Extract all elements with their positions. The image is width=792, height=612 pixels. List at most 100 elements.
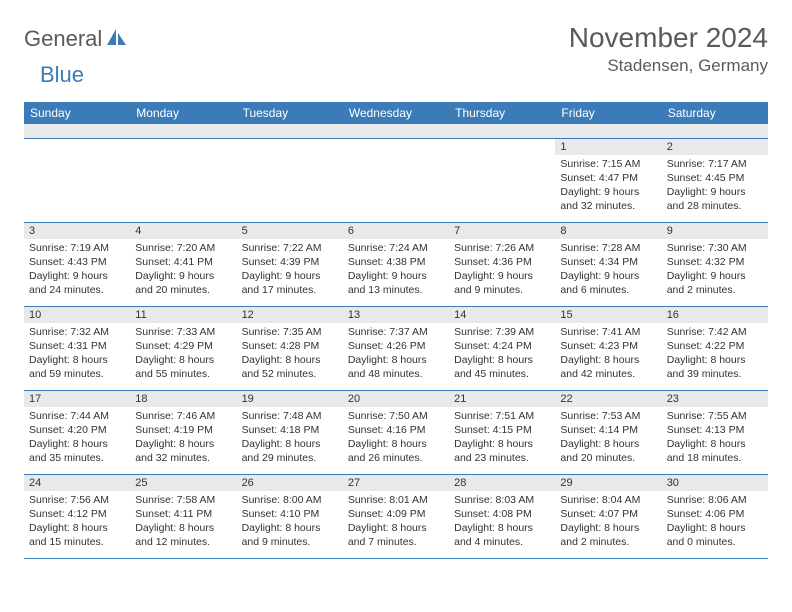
sunset-text: Sunset: 4:06 PM: [667, 507, 763, 521]
day-cell: 28Sunrise: 8:03 AMSunset: 4:08 PMDayligh…: [449, 474, 555, 558]
day-number: 9: [662, 223, 768, 239]
day-number: 29: [555, 475, 661, 491]
sunrise-text: Sunrise: 7:50 AM: [348, 409, 444, 423]
spacer-row: [24, 124, 768, 138]
day-number: 7: [449, 223, 555, 239]
sunrise-text: Sunrise: 7:53 AM: [560, 409, 656, 423]
day-details: Sunrise: 7:19 AMSunset: 4:43 PMDaylight:…: [24, 239, 130, 302]
sunrise-text: Sunrise: 7:48 AM: [242, 409, 338, 423]
daylight-text: Daylight: 8 hours and 29 minutes.: [242, 437, 338, 465]
daylight-text: Daylight: 8 hours and 2 minutes.: [560, 521, 656, 549]
day-details: Sunrise: 7:37 AMSunset: 4:26 PMDaylight:…: [343, 323, 449, 386]
sunrise-text: Sunrise: 7:51 AM: [454, 409, 550, 423]
sunset-text: Sunset: 4:41 PM: [135, 255, 231, 269]
daylight-text: Daylight: 8 hours and 12 minutes.: [135, 521, 231, 549]
sunset-text: Sunset: 4:13 PM: [667, 423, 763, 437]
day-cell: 23Sunrise: 7:55 AMSunset: 4:13 PMDayligh…: [662, 390, 768, 474]
day-cell: 8Sunrise: 7:28 AMSunset: 4:34 PMDaylight…: [555, 222, 661, 306]
logo: General: [24, 22, 130, 52]
day-details: Sunrise: 7:15 AMSunset: 4:47 PMDaylight:…: [555, 155, 661, 218]
day-number: 22: [555, 391, 661, 407]
dow-thursday: Thursday: [449, 102, 555, 124]
day-cell: 15Sunrise: 7:41 AMSunset: 4:23 PMDayligh…: [555, 306, 661, 390]
day-number: 12: [237, 307, 343, 323]
weekday-header-row: Sunday Monday Tuesday Wednesday Thursday…: [24, 102, 768, 124]
day-details: Sunrise: 7:20 AMSunset: 4:41 PMDaylight:…: [130, 239, 236, 302]
daylight-text: Daylight: 8 hours and 52 minutes.: [242, 353, 338, 381]
sunset-text: Sunset: 4:16 PM: [348, 423, 444, 437]
sunset-text: Sunset: 4:34 PM: [560, 255, 656, 269]
daylight-text: Daylight: 8 hours and 7 minutes.: [348, 521, 444, 549]
daylight-text: Daylight: 8 hours and 9 minutes.: [242, 521, 338, 549]
daylight-text: Daylight: 8 hours and 48 minutes.: [348, 353, 444, 381]
day-number: 25: [130, 475, 236, 491]
day-number: 18: [130, 391, 236, 407]
day-number: 17: [24, 391, 130, 407]
day-cell: 18Sunrise: 7:46 AMSunset: 4:19 PMDayligh…: [130, 390, 236, 474]
day-cell: 17Sunrise: 7:44 AMSunset: 4:20 PMDayligh…: [24, 390, 130, 474]
day-details: Sunrise: 7:22 AMSunset: 4:39 PMDaylight:…: [237, 239, 343, 302]
daylight-text: Daylight: 8 hours and 39 minutes.: [667, 353, 763, 381]
daylight-text: Daylight: 9 hours and 9 minutes.: [454, 269, 550, 297]
day-number: 13: [343, 307, 449, 323]
day-cell: 1Sunrise: 7:15 AMSunset: 4:47 PMDaylight…: [555, 138, 661, 222]
sunrise-text: Sunrise: 7:28 AM: [560, 241, 656, 255]
day-details: Sunrise: 7:26 AMSunset: 4:36 PMDaylight:…: [449, 239, 555, 302]
sunrise-text: Sunrise: 7:30 AM: [667, 241, 763, 255]
sunset-text: Sunset: 4:19 PM: [135, 423, 231, 437]
daylight-text: Daylight: 8 hours and 59 minutes.: [29, 353, 125, 381]
sunset-text: Sunset: 4:07 PM: [560, 507, 656, 521]
day-details: Sunrise: 7:53 AMSunset: 4:14 PMDaylight:…: [555, 407, 661, 470]
day-details: Sunrise: 7:24 AMSunset: 4:38 PMDaylight:…: [343, 239, 449, 302]
day-details: Sunrise: 7:42 AMSunset: 4:22 PMDaylight:…: [662, 323, 768, 386]
day-cell: 6Sunrise: 7:24 AMSunset: 4:38 PMDaylight…: [343, 222, 449, 306]
day-cell: 12Sunrise: 7:35 AMSunset: 4:28 PMDayligh…: [237, 306, 343, 390]
day-details: Sunrise: 7:30 AMSunset: 4:32 PMDaylight:…: [662, 239, 768, 302]
daylight-text: Daylight: 8 hours and 32 minutes.: [135, 437, 231, 465]
sunset-text: Sunset: 4:24 PM: [454, 339, 550, 353]
day-cell: 14Sunrise: 7:39 AMSunset: 4:24 PMDayligh…: [449, 306, 555, 390]
day-cell: 9Sunrise: 7:30 AMSunset: 4:32 PMDaylight…: [662, 222, 768, 306]
sunset-text: Sunset: 4:23 PM: [560, 339, 656, 353]
day-number: 6: [343, 223, 449, 239]
daylight-text: Daylight: 8 hours and 20 minutes.: [560, 437, 656, 465]
daylight-text: Daylight: 9 hours and 20 minutes.: [135, 269, 231, 297]
sunrise-text: Sunrise: 7:39 AM: [454, 325, 550, 339]
sunset-text: Sunset: 4:32 PM: [667, 255, 763, 269]
day-details: Sunrise: 7:58 AMSunset: 4:11 PMDaylight:…: [130, 491, 236, 554]
sunrise-text: Sunrise: 8:03 AM: [454, 493, 550, 507]
daylight-text: Daylight: 8 hours and 15 minutes.: [29, 521, 125, 549]
day-cell: 30Sunrise: 8:06 AMSunset: 4:06 PMDayligh…: [662, 474, 768, 558]
logo-word-1: General: [24, 26, 102, 52]
day-details: Sunrise: 7:41 AMSunset: 4:23 PMDaylight:…: [555, 323, 661, 386]
day-details: Sunrise: 7:44 AMSunset: 4:20 PMDaylight:…: [24, 407, 130, 470]
daylight-text: Daylight: 8 hours and 55 minutes.: [135, 353, 231, 381]
day-number: 2: [662, 139, 768, 155]
sunset-text: Sunset: 4:47 PM: [560, 171, 656, 185]
daylight-text: Daylight: 9 hours and 17 minutes.: [242, 269, 338, 297]
day-cell: 22Sunrise: 7:53 AMSunset: 4:14 PMDayligh…: [555, 390, 661, 474]
dow-friday: Friday: [555, 102, 661, 124]
daylight-text: Daylight: 8 hours and 45 minutes.: [454, 353, 550, 381]
daylight-text: Daylight: 9 hours and 32 minutes.: [560, 185, 656, 213]
day-number: 30: [662, 475, 768, 491]
day-cell: 16Sunrise: 7:42 AMSunset: 4:22 PMDayligh…: [662, 306, 768, 390]
day-cell: 26Sunrise: 8:00 AMSunset: 4:10 PMDayligh…: [237, 474, 343, 558]
sunrise-text: Sunrise: 7:41 AM: [560, 325, 656, 339]
sunrise-text: Sunrise: 7:19 AM: [29, 241, 125, 255]
day-number: 16: [662, 307, 768, 323]
daylight-text: Daylight: 8 hours and 23 minutes.: [454, 437, 550, 465]
sunrise-text: Sunrise: 7:35 AM: [242, 325, 338, 339]
day-details: Sunrise: 7:39 AMSunset: 4:24 PMDaylight:…: [449, 323, 555, 386]
logo-word-2: Blue: [40, 62, 84, 88]
day-cell: 27Sunrise: 8:01 AMSunset: 4:09 PMDayligh…: [343, 474, 449, 558]
sunrise-text: Sunrise: 7:42 AM: [667, 325, 763, 339]
day-details: Sunrise: 7:55 AMSunset: 4:13 PMDaylight:…: [662, 407, 768, 470]
day-details: Sunrise: 7:48 AMSunset: 4:18 PMDaylight:…: [237, 407, 343, 470]
sunset-text: Sunset: 4:20 PM: [29, 423, 125, 437]
daylight-text: Daylight: 8 hours and 26 minutes.: [348, 437, 444, 465]
day-cell: 20Sunrise: 7:50 AMSunset: 4:16 PMDayligh…: [343, 390, 449, 474]
day-number: 1: [555, 139, 661, 155]
daylight-text: Daylight: 9 hours and 28 minutes.: [667, 185, 763, 213]
calendar-page: General November 2024 Stadensen, Germany…: [0, 0, 792, 575]
